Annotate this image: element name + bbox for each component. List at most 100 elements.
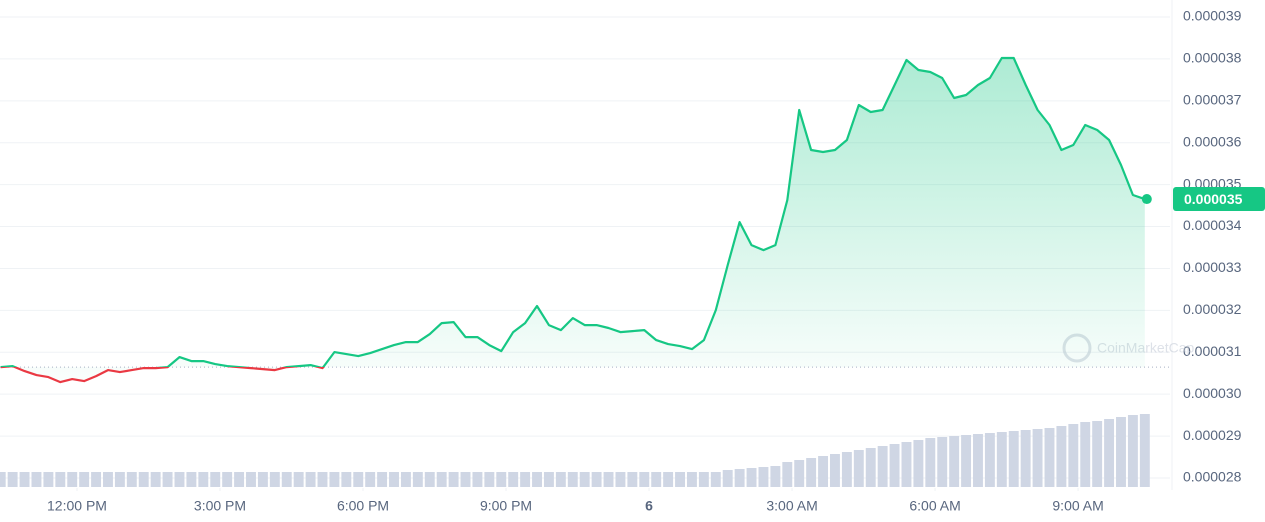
volume-bar bbox=[889, 444, 900, 487]
volume-bar bbox=[1068, 424, 1079, 487]
volume-bar bbox=[329, 472, 340, 487]
volume-bar bbox=[853, 450, 864, 487]
volume-bar bbox=[472, 472, 483, 487]
volume-bar bbox=[734, 469, 745, 487]
volume-bar bbox=[1104, 419, 1115, 487]
volume-bar bbox=[55, 472, 66, 487]
volume-bar bbox=[758, 467, 769, 487]
volume-bar bbox=[353, 472, 364, 487]
volume-bar bbox=[162, 472, 173, 487]
volume-bar bbox=[1020, 430, 1031, 487]
volume-bar bbox=[257, 472, 268, 487]
x-tick-label: 3:00 AM bbox=[766, 498, 817, 514]
x-tick-label: 6 bbox=[645, 498, 653, 514]
volume-bar bbox=[710, 472, 721, 487]
y-tick-label: 0.000029 bbox=[1183, 427, 1242, 443]
volume-bar bbox=[0, 472, 6, 487]
volume-bar bbox=[436, 472, 447, 487]
y-tick-label: 0.000038 bbox=[1183, 50, 1242, 66]
volume-bar bbox=[925, 438, 936, 487]
y-tick-label: 0.000037 bbox=[1183, 92, 1242, 108]
x-tick-label: 6:00 AM bbox=[909, 498, 960, 514]
volume-bar bbox=[114, 472, 125, 487]
volume-bar bbox=[1092, 421, 1103, 487]
volume-bar bbox=[508, 472, 519, 487]
volume-bar bbox=[877, 446, 888, 487]
volume-bar bbox=[627, 472, 638, 487]
volume-bar bbox=[234, 472, 245, 487]
current-dot bbox=[1141, 194, 1152, 205]
volume-bar bbox=[984, 433, 995, 487]
x-tick-label: 9:00 AM bbox=[1052, 498, 1103, 514]
volume-bar bbox=[579, 472, 590, 487]
volume-bar bbox=[996, 432, 1007, 487]
volume-bar bbox=[103, 472, 113, 487]
volume-bar bbox=[603, 472, 614, 487]
volume-bar bbox=[973, 434, 983, 487]
volume-bar bbox=[806, 458, 817, 487]
volume-bar bbox=[555, 472, 566, 487]
volume-bar bbox=[186, 472, 197, 487]
volume-bar bbox=[746, 468, 757, 487]
volume-bar bbox=[424, 472, 435, 487]
volume-bar bbox=[782, 462, 793, 487]
volume-bar bbox=[377, 472, 388, 487]
volume-bar bbox=[174, 472, 185, 487]
volume-bar bbox=[841, 452, 852, 487]
volume-bar bbox=[341, 472, 352, 487]
volume-bar bbox=[686, 472, 697, 487]
volume-bar bbox=[91, 472, 102, 487]
volume-bar bbox=[246, 472, 256, 487]
volume-bar bbox=[7, 472, 18, 487]
volume-bar bbox=[460, 472, 471, 487]
volume-bar bbox=[520, 472, 531, 487]
volume-bar bbox=[543, 472, 554, 487]
y-tick-label: 0.000032 bbox=[1183, 301, 1242, 317]
volume-bar bbox=[293, 472, 304, 487]
volume-bar bbox=[150, 472, 161, 487]
y-tick-label: 0.000033 bbox=[1183, 259, 1242, 275]
current-price-badge bbox=[1173, 187, 1265, 212]
volume-bar bbox=[484, 472, 495, 487]
volume-bar bbox=[532, 472, 542, 487]
volume-bar bbox=[1056, 426, 1067, 487]
volume-bar bbox=[365, 472, 376, 487]
x-tick-label: 9:00 PM bbox=[480, 498, 532, 514]
volume-bar bbox=[615, 472, 626, 487]
volume-bar bbox=[19, 472, 30, 487]
volume-bar bbox=[1008, 431, 1019, 487]
y-tick-label: 0.000039 bbox=[1183, 8, 1242, 24]
y-tick-label: 0.000031 bbox=[1183, 343, 1242, 359]
volume-bar bbox=[412, 472, 423, 487]
volume-bar bbox=[901, 442, 912, 487]
y-tick-label: 0.000036 bbox=[1183, 133, 1242, 149]
volume-bar bbox=[722, 470, 733, 487]
volume-bar bbox=[770, 466, 781, 487]
volume-bar bbox=[913, 440, 924, 487]
volume-bar bbox=[949, 436, 960, 487]
volume-bar bbox=[937, 437, 948, 487]
volume-bar bbox=[67, 472, 78, 487]
x-tick-label: 3:00 PM bbox=[194, 498, 246, 514]
volume-bar bbox=[269, 472, 280, 487]
volume-bar bbox=[1080, 422, 1091, 487]
volume-bar bbox=[31, 472, 42, 487]
volume-bar bbox=[865, 448, 876, 487]
volume-bar bbox=[389, 472, 399, 487]
volume-bar bbox=[698, 472, 709, 487]
volume-bar bbox=[198, 472, 209, 487]
volume-bar bbox=[400, 472, 411, 487]
volume-bar bbox=[138, 472, 149, 487]
volume-bar bbox=[1139, 414, 1150, 487]
volume-bar bbox=[126, 472, 137, 487]
y-tick-label: 0.000028 bbox=[1183, 469, 1242, 485]
price-line bbox=[0, 56, 1146, 384]
volume-bar bbox=[639, 472, 650, 487]
volume-bar bbox=[1044, 428, 1055, 487]
volume-bar bbox=[830, 454, 840, 487]
volume-bar bbox=[305, 472, 316, 487]
y-tick-label: 0.000034 bbox=[1183, 217, 1242, 233]
x-tick-label: 12:00 PM bbox=[47, 498, 107, 514]
